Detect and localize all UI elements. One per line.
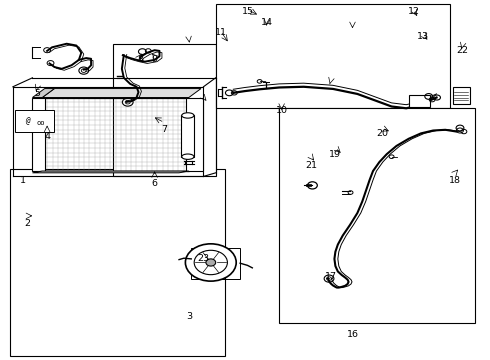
Bar [32, 98, 45, 171]
Text: 14: 14 [261, 18, 273, 27]
Bar [216, 4, 450, 108]
Bar [10, 169, 225, 356]
Text: 21: 21 [305, 161, 317, 170]
Text: 15: 15 [242, 7, 253, 16]
Text: 16: 16 [346, 330, 359, 339]
Text: 19: 19 [329, 150, 342, 159]
Ellipse shape [182, 113, 194, 118]
Bar [15, 110, 54, 132]
Text: 5: 5 [34, 89, 40, 98]
Bar [191, 248, 240, 279]
Text: 22: 22 [456, 46, 468, 55]
Bar [181, 116, 194, 157]
Bar [42, 98, 189, 171]
Circle shape [194, 250, 227, 275]
Text: 1: 1 [20, 176, 25, 185]
Text: 9: 9 [151, 55, 158, 64]
Bar [279, 108, 475, 323]
Bar [113, 44, 216, 176]
Circle shape [206, 259, 216, 266]
Text: 20: 20 [376, 129, 388, 138]
Text: 10: 10 [276, 105, 288, 114]
Text: 11: 11 [215, 28, 226, 37]
Text: 18: 18 [449, 176, 461, 185]
Text: 3: 3 [186, 312, 192, 321]
Polygon shape [32, 171, 189, 173]
Text: @: @ [25, 116, 30, 125]
Bar [186, 98, 203, 171]
Text: 2: 2 [24, 219, 30, 228]
Bar [453, 87, 470, 104]
Text: 6: 6 [151, 179, 158, 188]
Text: 17: 17 [324, 272, 337, 281]
Text: 12: 12 [408, 7, 419, 16]
Ellipse shape [182, 154, 194, 159]
Text: 13: 13 [417, 32, 429, 41]
Polygon shape [42, 89, 201, 98]
Text: oo: oo [37, 120, 45, 126]
Text: 7: 7 [161, 125, 168, 134]
Bar [409, 95, 430, 107]
Text: 4: 4 [44, 132, 50, 141]
Circle shape [185, 244, 236, 281]
Polygon shape [32, 89, 54, 98]
Text: 8: 8 [137, 55, 143, 64]
Text: 23: 23 [197, 255, 210, 264]
